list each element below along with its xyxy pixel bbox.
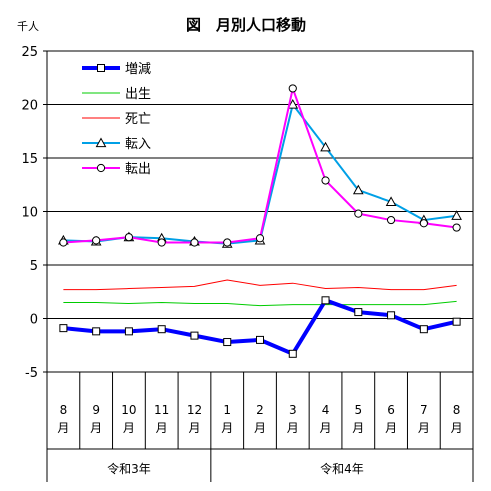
x-tick-month: 4 xyxy=(322,403,330,417)
data-point-square xyxy=(419,325,428,334)
series-2 xyxy=(63,279,457,291)
x-tick-month-suffix: 月 xyxy=(188,421,200,435)
data-point-circle xyxy=(96,163,106,173)
series-0 xyxy=(59,296,461,358)
x-tick-month: 7 xyxy=(420,403,428,417)
legend-entry: 出生 xyxy=(82,87,151,102)
data-point-square xyxy=(354,308,363,317)
x-tick-month-suffix: 月 xyxy=(156,421,168,435)
legend-label: 転入 xyxy=(125,137,151,152)
y-tick-label: 25 xyxy=(21,45,38,60)
y-unit-label: 千人 xyxy=(17,20,39,33)
series-line xyxy=(63,87,457,244)
y-tick-label: 5 xyxy=(30,259,38,274)
data-point-circle xyxy=(321,176,330,185)
y-tick-label: 10 xyxy=(21,206,38,221)
x-tick-month: 3 xyxy=(289,403,297,417)
data-point-circle xyxy=(386,215,396,225)
data-point-square xyxy=(92,327,101,336)
legend-label: 増減 xyxy=(125,61,151,77)
data-point-square xyxy=(256,335,264,344)
x-tick-month-suffix: 月 xyxy=(57,421,69,435)
chart-title: 図 月別人口移動 xyxy=(186,16,306,34)
data-point-circle xyxy=(157,238,166,247)
data-point-triangle xyxy=(95,137,107,148)
data-point-circle xyxy=(452,223,461,232)
series-4 xyxy=(59,84,461,247)
data-point-circle xyxy=(92,236,101,245)
legend-entry: 死亡 xyxy=(82,112,151,127)
y-tick-label: 0 xyxy=(30,313,38,328)
data-point-square xyxy=(321,296,330,305)
data-point-circle xyxy=(59,238,68,247)
series-line xyxy=(63,300,457,307)
legend-entry: 転入 xyxy=(82,137,151,152)
data-point-square xyxy=(59,324,68,333)
x-tick-month-suffix: 月 xyxy=(418,421,430,435)
data-point-square xyxy=(157,325,166,334)
x-tick-month: 1 xyxy=(223,403,231,417)
x-tick-month: 8 xyxy=(453,403,461,417)
data-point-triangle xyxy=(320,141,331,152)
x-tick-month: 2 xyxy=(256,403,264,417)
x-tick-month-suffix: 月 xyxy=(254,421,266,435)
series-line xyxy=(63,279,457,291)
legend-entry: 増減 xyxy=(82,61,151,77)
x-tick-month: 10 xyxy=(121,403,136,417)
y-tick-label: 20 xyxy=(21,99,38,114)
data-point-circle xyxy=(124,233,134,242)
data-point-square xyxy=(223,338,232,347)
x-tick-month-suffix: 月 xyxy=(352,421,364,435)
data-point-square xyxy=(124,327,133,336)
era-label: 令和4年 xyxy=(320,461,364,476)
y-tick-label: -5 xyxy=(25,366,38,381)
x-tick-month-suffix: 月 xyxy=(385,421,397,435)
x-tick-month-suffix: 月 xyxy=(221,421,233,435)
data-point-circle xyxy=(419,219,428,228)
data-point-circle xyxy=(190,238,199,247)
data-point-circle xyxy=(255,234,265,243)
data-point-square xyxy=(452,317,461,326)
era-label: 令和3年 xyxy=(107,461,151,476)
data-point-square xyxy=(97,64,105,72)
x-tick-month: 5 xyxy=(354,403,362,417)
data-point-triangle xyxy=(287,98,299,109)
series-line xyxy=(63,298,458,356)
legend-label: 転出 xyxy=(125,162,151,177)
data-point-triangle xyxy=(451,210,462,220)
x-tick-month: 9 xyxy=(92,403,100,417)
x-tick-month: 12 xyxy=(187,403,202,417)
data-point-circle xyxy=(223,238,232,247)
x-tick-month-suffix: 月 xyxy=(451,421,463,435)
data-point-circle xyxy=(354,209,363,218)
series-1 xyxy=(63,300,457,307)
data-point-triangle xyxy=(385,196,397,206)
x-tick-month-suffix: 月 xyxy=(320,421,332,435)
data-point-triangle xyxy=(352,184,364,195)
data-point-square xyxy=(387,311,396,320)
x-tick-month-suffix: 月 xyxy=(90,421,102,435)
x-tick-month: 8 xyxy=(60,403,68,417)
x-tick-month: 11 xyxy=(154,403,169,417)
y-tick-label: 15 xyxy=(21,152,38,167)
x-tick-month-suffix: 月 xyxy=(123,421,135,435)
data-point-square xyxy=(190,331,199,340)
data-point-square xyxy=(288,349,297,358)
series-line xyxy=(63,103,457,245)
legend-label: 死亡 xyxy=(125,112,151,127)
data-point-circle xyxy=(288,84,297,93)
x-tick-month: 6 xyxy=(387,403,395,417)
legend-entry: 転出 xyxy=(82,162,151,177)
x-tick-month-suffix: 月 xyxy=(287,421,299,435)
legend-label: 出生 xyxy=(125,87,151,102)
series-3 xyxy=(58,98,462,248)
